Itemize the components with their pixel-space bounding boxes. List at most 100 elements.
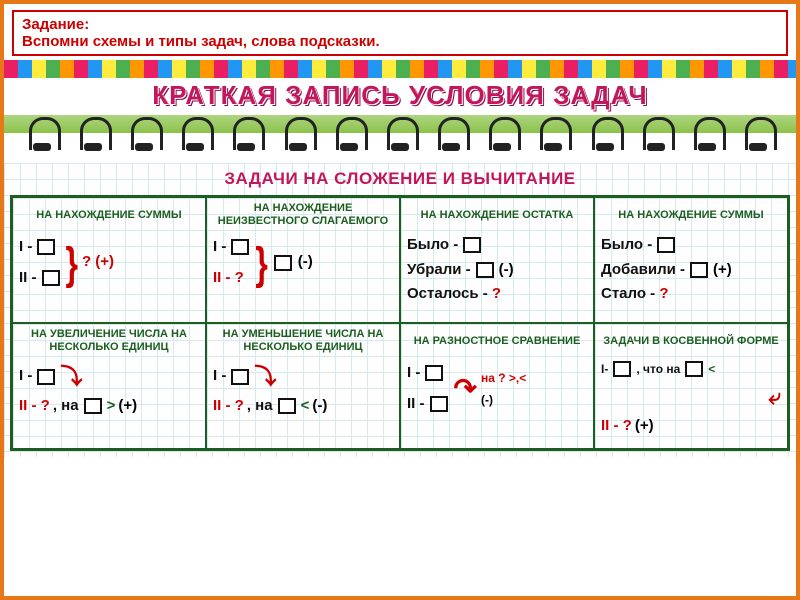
label: Стало - ?: [601, 283, 669, 306]
notebook-area: ЗАДАЧИ НА СЛОЖЕНИЕ И ВЫЧИТАНИЕ НА НАХОЖД…: [4, 163, 796, 457]
operation: (+): [635, 415, 654, 438]
empty-box: [685, 361, 703, 377]
empty-box: [430, 396, 448, 412]
label: Добавили -: [601, 259, 685, 282]
cell-2: НА НАХОЖДЕНИЕ НЕИЗВЕСТНОГО СЛАГАЕМОГО I …: [206, 197, 400, 323]
cell-title: НА РАЗНОСТНОЕ СРАВНЕНИЕ: [407, 328, 587, 354]
cell-body: I - II - ↷ на ? >,< (-): [407, 360, 587, 417]
label: II - ?: [601, 415, 632, 438]
cell-body: I - II - } ? (+): [19, 234, 199, 291]
cell-body: I - II - ? } (-): [213, 234, 393, 291]
cell-title: НА НАХОЖДЕНИЕ СУММЫ: [601, 202, 781, 228]
cell-title: НА УМЕНЬШЕНИЕ ЧИСЛА НА НЕСКОЛЬКО ЕДИНИЦ: [213, 328, 393, 354]
label: II - ?: [19, 395, 50, 418]
result: ? (+): [82, 251, 114, 274]
label: I -: [213, 236, 226, 259]
label: I-: [601, 360, 608, 378]
ring-icon: [127, 115, 161, 159]
cell-7: НА РАЗНОСТНОЕ СРАВНЕНИЕ I - II - ↷ на ? …: [400, 323, 594, 449]
label: I -: [213, 365, 226, 388]
empty-box: [231, 369, 249, 385]
label: II -: [407, 393, 425, 416]
cell-6: НА УМЕНЬШЕНИЕ ЧИСЛА НА НЕСКОЛЬКО ЕДИНИЦ …: [206, 323, 400, 449]
brace-icon: }: [66, 229, 78, 296]
ring-icon: [690, 115, 724, 159]
cell-body: I- , что на < ⤶ II - ? (+): [601, 360, 781, 438]
label: II -: [19, 267, 37, 290]
cell-title: НА НАХОЖДЕНИЕ ОСТАТКА: [407, 202, 587, 228]
empty-box: [425, 365, 443, 381]
ring-icon: [485, 115, 519, 159]
label: Осталось - ?: [407, 283, 501, 306]
cell-body: I -⤵ II - ?, на > (+): [19, 360, 199, 418]
ring-icon: [741, 115, 775, 159]
cell-body: Было - Добавили - (+) Стало - ?: [601, 234, 781, 306]
compare: <: [708, 360, 715, 378]
label: II - ?: [213, 267, 244, 290]
result: (-): [298, 251, 313, 274]
bunting-decoration: [4, 60, 796, 78]
ring-icon: [229, 115, 263, 159]
label: II - ?: [213, 395, 244, 418]
compare: >: [107, 395, 116, 418]
empty-box: [657, 237, 675, 253]
compare: <: [301, 395, 310, 418]
cell-body: Было - Убрали - (-) Осталось - ?: [407, 234, 587, 306]
ring-icon: [639, 115, 673, 159]
page-frame: Задание: Вспомни схемы и типы задач, сло…: [0, 0, 800, 600]
ring-icon: [588, 115, 622, 159]
operation: (-): [481, 391, 526, 409]
empty-box: [37, 369, 55, 385]
empty-box: [463, 237, 481, 253]
main-title: КРАТКАЯ ЗАПИСЬ УСЛОВИЯ ЗАДАЧ: [4, 78, 796, 115]
spiral-binding: [4, 115, 796, 163]
cell-1: НА НАХОЖДЕНИЕ СУММЫ I - II - } ? (+): [12, 197, 206, 323]
cell-5: НА УВЕЛИЧЕНИЕ ЧИСЛА НА НЕСКОЛЬКО ЕДИНИЦ …: [12, 323, 206, 449]
operation: (+): [118, 395, 137, 418]
label: I -: [19, 236, 32, 259]
label: Убрали -: [407, 259, 471, 282]
ring-icon: [434, 115, 468, 159]
main-title-text: КРАТКАЯ ЗАПИСЬ УСЛОВИЯ ЗАДАЧ: [152, 80, 647, 110]
label: , что на: [636, 360, 680, 378]
ring-icon: [178, 115, 212, 159]
empty-box: [231, 239, 249, 255]
cells-grid: НА НАХОЖДЕНИЕ СУММЫ I - II - } ? (+) НА …: [10, 195, 790, 451]
cell-title: НА НАХОЖДЕНИЕ НЕИЗВЕСТНОГО СЛАГАЕМОГО: [213, 202, 393, 228]
cell-8: ЗАДАЧИ В КОСВЕННОЙ ФОРМЕ I- , что на < ⤶ I…: [594, 323, 788, 449]
arrow-icon: ↷: [454, 368, 477, 410]
operation: (-): [499, 259, 514, 282]
ring-icon: [536, 115, 570, 159]
ring-icon: [76, 115, 110, 159]
task-title: Задание:: [22, 16, 778, 33]
empty-box: [42, 270, 60, 286]
arrow-icon: ⤶: [769, 380, 781, 413]
empty-box: [690, 262, 708, 278]
result: на ? >,<: [481, 369, 526, 387]
label: Было -: [601, 234, 652, 257]
label: I -: [19, 365, 32, 388]
empty-box: [278, 398, 296, 414]
arrow-icon: ⤵: [60, 360, 82, 393]
ring-icon: [383, 115, 417, 159]
ring-icon: [281, 115, 315, 159]
cell-4: НА НАХОЖДЕНИЕ СУММЫ Было - Добавили - (+…: [594, 197, 788, 323]
empty-box: [613, 361, 631, 377]
task-text: Вспомни схемы и типы задач, слова подска…: [22, 33, 778, 50]
ring-icon: [332, 115, 366, 159]
arrow-icon: ⤵: [254, 360, 276, 393]
empty-box: [476, 262, 494, 278]
cell-body: I -⤵ II - ?, на < (-): [213, 360, 393, 418]
operation: (+): [713, 259, 732, 282]
brace-icon: }: [255, 229, 267, 296]
section-title: ЗАДАЧИ НА СЛОЖЕНИЕ И ВЫЧИТАНИЕ: [10, 169, 790, 189]
cell-3: НА НАХОЖДЕНИЕ ОСТАТКА Было - Убрали - (-…: [400, 197, 594, 323]
label: Было -: [407, 234, 458, 257]
cell-title: НА НАХОЖДЕНИЕ СУММЫ: [19, 202, 199, 228]
empty-box: [84, 398, 102, 414]
label: I -: [407, 362, 420, 385]
empty-box: [37, 239, 55, 255]
cell-title: ЗАДАЧИ В КОСВЕННОЙ ФОРМЕ: [601, 328, 781, 354]
ring-icon: [25, 115, 59, 159]
task-box: Задание: Вспомни схемы и типы задач, сло…: [12, 10, 788, 56]
